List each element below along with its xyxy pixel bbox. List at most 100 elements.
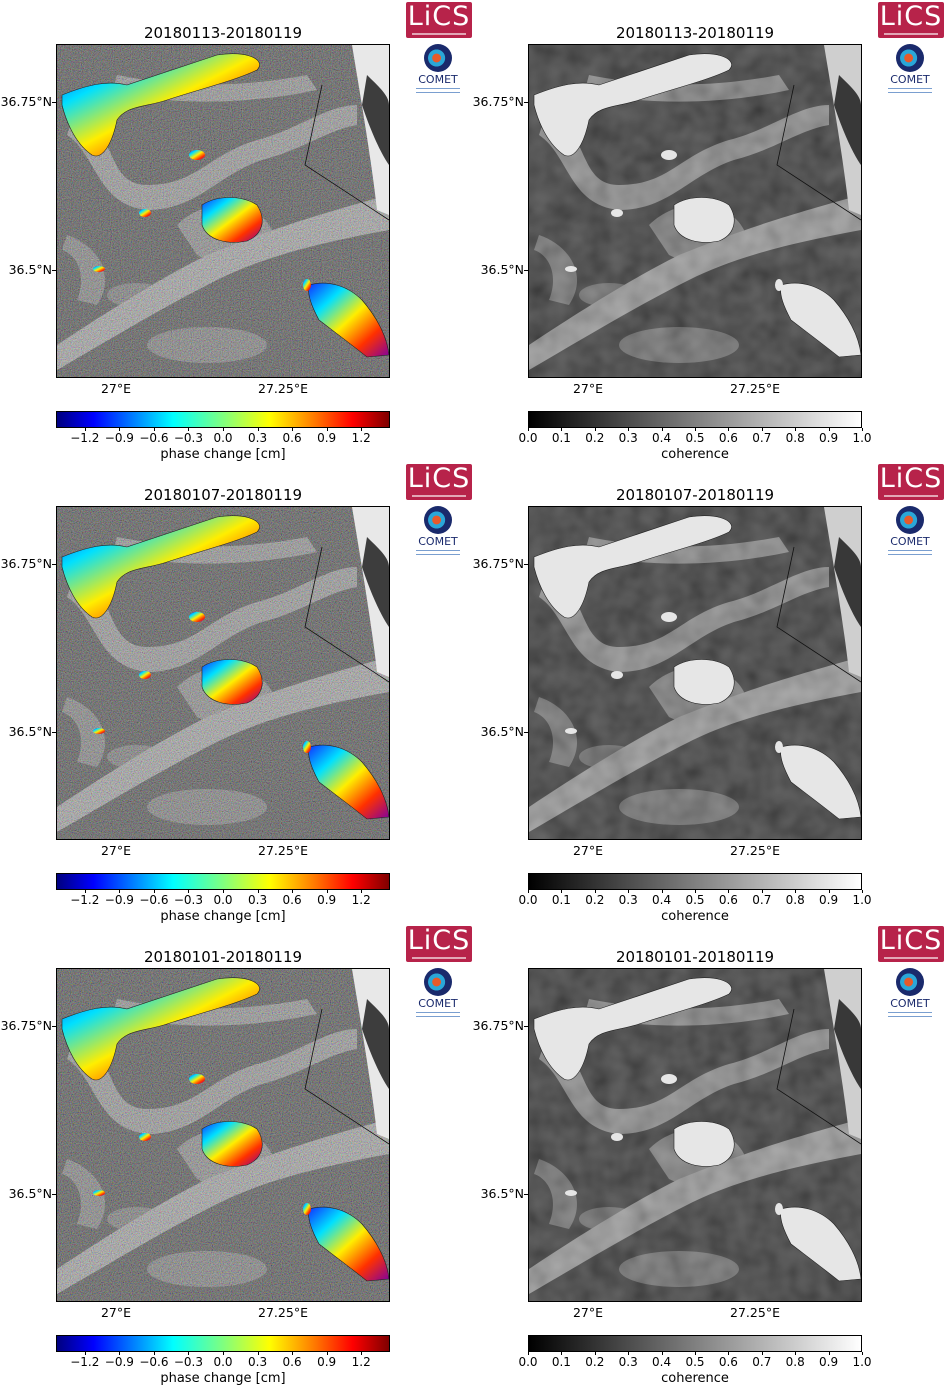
comet-emblem-icon bbox=[896, 506, 924, 534]
colorbar-tick-mark bbox=[292, 1352, 294, 1355]
map-frame bbox=[56, 968, 390, 1302]
longitude-label: 27.25°E bbox=[258, 381, 308, 396]
colorbar-tick-label: 0.6 bbox=[718, 431, 738, 445]
comet-logo-tagline bbox=[888, 88, 932, 93]
panel-title: 20180101-20180119 bbox=[143, 948, 303, 966]
colorbar-tick-label: −0.9 bbox=[104, 431, 134, 445]
longitude-label: 27.25°E bbox=[730, 843, 780, 858]
panel-title: 20180101-20180119 bbox=[615, 948, 775, 966]
latitude-tick bbox=[52, 270, 56, 271]
panel-title: 20180113-20180119 bbox=[615, 24, 775, 42]
colorbar-tick-label: 0.1 bbox=[551, 1355, 571, 1369]
colorbar-label: coherence bbox=[661, 447, 729, 462]
map-frame bbox=[528, 44, 862, 378]
colorbar-tick-mark bbox=[661, 428, 663, 431]
lics-logo-tagline bbox=[884, 957, 938, 959]
phase-colorbar bbox=[56, 873, 390, 890]
longitude-label: 27°E bbox=[100, 843, 132, 858]
colorbar-tick-mark bbox=[862, 428, 863, 431]
coherence-panel: 20180113-20180119 36.75°N 36.5°N 27°E 27.25°… bbox=[472, 0, 944, 462]
comet-logo: COMET bbox=[410, 504, 466, 558]
longitude-label: 27°E bbox=[572, 843, 604, 858]
comet-emblem-icon bbox=[896, 44, 924, 72]
colorbar-tick-mark bbox=[795, 428, 797, 431]
colorbar-label: coherence bbox=[661, 1371, 729, 1386]
comet-logo-tagline bbox=[416, 1012, 460, 1017]
colorbar-label: coherence bbox=[661, 909, 729, 924]
longitude-label: 27°E bbox=[572, 1305, 604, 1320]
colorbar-tick-mark bbox=[695, 890, 696, 893]
colorbar-tick-mark bbox=[761, 1352, 763, 1355]
colorbar-tick-mark bbox=[84, 1352, 86, 1355]
interferogram-map bbox=[57, 507, 389, 839]
comet-logo-tagline bbox=[888, 1012, 932, 1017]
latitude-label: 36.5°N bbox=[480, 262, 524, 277]
colorbar-tick-mark bbox=[528, 428, 529, 431]
colorbar-tick-mark bbox=[728, 428, 730, 431]
latitude-tick bbox=[52, 102, 56, 103]
colorbar-tick-label: 0.0 bbox=[213, 893, 233, 907]
colorbar-tick-label: 1.2 bbox=[351, 431, 371, 445]
latitude-tick bbox=[524, 732, 528, 733]
lics-logo-text: LiCS bbox=[407, 1, 471, 32]
colorbar-tick-label: 0.2 bbox=[585, 431, 605, 445]
latitude-label: 36.75°N bbox=[0, 1018, 52, 1033]
colorbar-tick-mark bbox=[761, 890, 763, 893]
colorbar-tick-mark bbox=[528, 1352, 529, 1355]
colorbar-tick-label: 0.3 bbox=[248, 1355, 268, 1369]
colorbar-label: phase change [cm] bbox=[160, 1371, 286, 1386]
phase-colorbar bbox=[56, 411, 390, 428]
colorbar-tick-label: 0.0 bbox=[518, 431, 538, 445]
colorbar-tick-label: 0.5 bbox=[685, 1355, 705, 1369]
colorbar-tick-label: 0.9 bbox=[317, 1355, 337, 1369]
latitude-label: 36.75°N bbox=[472, 94, 524, 109]
colorbar-tick-mark bbox=[761, 428, 763, 431]
lics-logo: LiCS bbox=[406, 464, 472, 500]
latitude-tick bbox=[524, 564, 528, 565]
colorbar-tick-mark bbox=[119, 890, 121, 893]
comet-logo-text: COMET bbox=[418, 535, 458, 548]
longitude-label: 27.25°E bbox=[258, 1305, 308, 1320]
comet-logo: COMET bbox=[410, 966, 466, 1020]
lics-logo: LiCS bbox=[878, 2, 944, 38]
comet-logo: COMET bbox=[882, 42, 938, 96]
longitude-label: 27.25°E bbox=[730, 381, 780, 396]
colorbar-tick-label: 0.4 bbox=[652, 1355, 672, 1369]
colorbar-tick-label: −0.6 bbox=[139, 893, 169, 907]
colorbar-tick-mark bbox=[188, 428, 190, 431]
latitude-tick bbox=[52, 1026, 56, 1027]
coherence-panel: 20180101-20180119 36.75°N 36.5°N 27°E 27.25°… bbox=[472, 924, 944, 1386]
colorbar-tick-label: 0.8 bbox=[785, 1355, 805, 1369]
colorbar-tick-label: 0.0 bbox=[518, 1355, 538, 1369]
colorbar-tick-label: 1.0 bbox=[852, 893, 872, 907]
latitude-label: 36.5°N bbox=[480, 1186, 524, 1201]
comet-logo-text: COMET bbox=[418, 997, 458, 1010]
colorbar-tick-label: 0.0 bbox=[213, 1355, 233, 1369]
latitude-label: 36.5°N bbox=[480, 724, 524, 739]
latitude-tick bbox=[52, 1194, 56, 1195]
colorbar-tick-label: 1.0 bbox=[852, 431, 872, 445]
colorbar-tick-label: 0.7 bbox=[752, 893, 772, 907]
longitude-label: 27°E bbox=[100, 381, 132, 396]
colorbar-tick-mark bbox=[594, 1352, 596, 1355]
colorbar-tick-label: −1.2 bbox=[70, 431, 100, 445]
panel-title: 20180113-20180119 bbox=[143, 24, 303, 42]
colorbar-tick-label: 1.0 bbox=[852, 1355, 872, 1369]
latitude-label: 36.75°N bbox=[472, 1018, 524, 1033]
coherence-colorbar bbox=[528, 1335, 862, 1352]
colorbar-tick-mark bbox=[828, 1352, 830, 1355]
comet-emblem-icon bbox=[424, 968, 452, 996]
colorbar-tick-mark bbox=[223, 1352, 224, 1355]
phase-panel: 20180113-20180119 36.75°N 36.5°N 27°E 27.25°… bbox=[0, 0, 472, 462]
latitude-tick bbox=[52, 564, 56, 565]
colorbar-tick-mark bbox=[661, 1352, 663, 1355]
coherence-panel: 20180107-20180119 36.75°N 36.5°N 27°E 27.25°… bbox=[472, 462, 944, 924]
colorbar-tick-mark bbox=[361, 1352, 363, 1355]
lics-logo: LiCS bbox=[406, 926, 472, 962]
colorbar-tick-mark bbox=[326, 1352, 328, 1355]
lics-logo-tagline bbox=[412, 33, 466, 35]
map-frame bbox=[56, 506, 390, 840]
map-frame bbox=[56, 44, 390, 378]
lics-logo-text: LiCS bbox=[407, 463, 471, 494]
